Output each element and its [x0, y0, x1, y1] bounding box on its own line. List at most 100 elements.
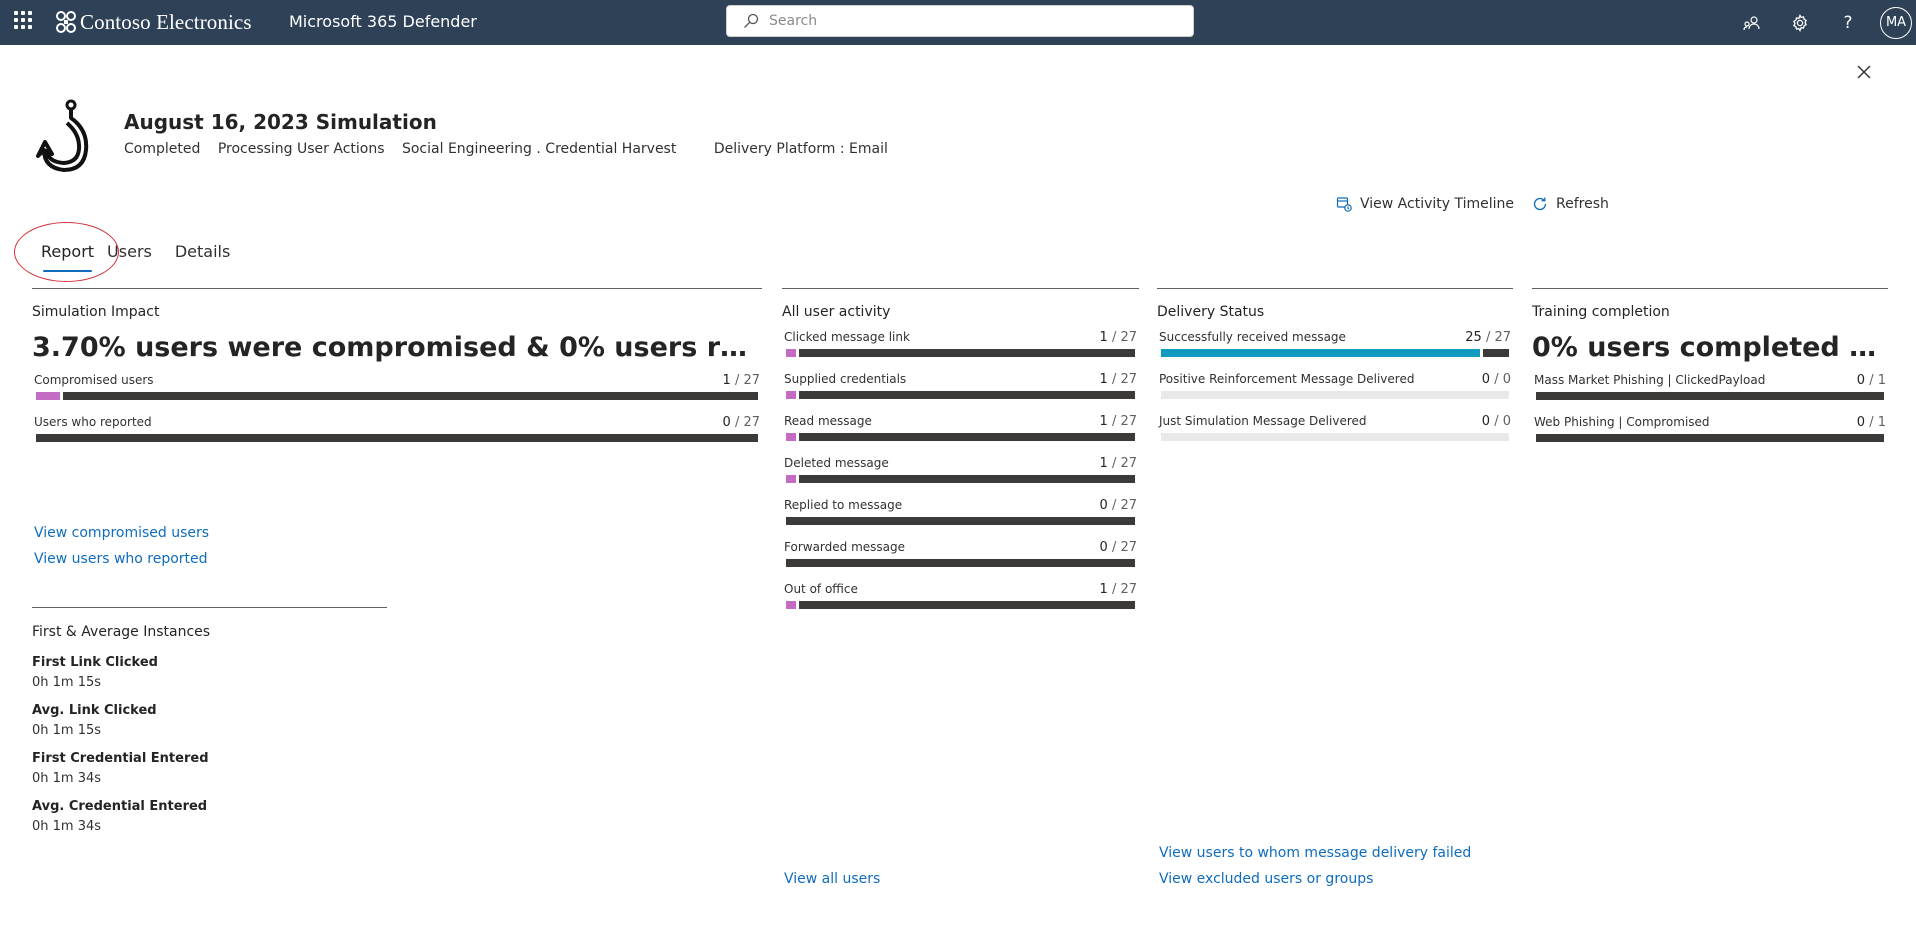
- instance-item: Avg. Link Clicked 0h 1m 15s: [32, 703, 387, 738]
- help-icon[interactable]: ?: [1843, 12, 1853, 33]
- instance-label: First Link Clicked: [32, 655, 158, 670]
- training-headline: 0% users completed training: [1532, 332, 1888, 363]
- metric-value: 0 / 27: [1099, 498, 1137, 513]
- metric-value: 1 / 27: [722, 373, 760, 388]
- metric-value: 1 / 27: [1099, 372, 1137, 387]
- impact-headline: 3.70% users were compromised & 0% users …: [32, 332, 762, 363]
- metric-label: Read message: [784, 414, 872, 428]
- progress-bar: [786, 433, 1135, 441]
- metric-value: 0 / 0: [1481, 372, 1511, 387]
- progress-fill: [786, 475, 799, 483]
- tab-users[interactable]: Users: [107, 242, 152, 261]
- metric-value: 1 / 27: [1099, 582, 1137, 597]
- settings-icon[interactable]: [1776, 0, 1824, 45]
- refresh-button[interactable]: Refresh: [1532, 196, 1609, 212]
- view-excluded-users-link[interactable]: View excluded users or groups: [1159, 871, 1374, 887]
- metric-row: Just Simulation Message Delivered 0 / 0: [1157, 408, 1513, 450]
- progress-bar: [1161, 433, 1509, 441]
- avatar[interactable]: MA: [1880, 6, 1912, 39]
- search-box[interactable]: [726, 5, 1194, 37]
- progress-fill: [786, 349, 799, 357]
- metric-row: Out of office 1 / 27: [782, 576, 1139, 618]
- metric-label: Supplied credentials: [784, 372, 907, 386]
- timeline-icon: [1336, 197, 1352, 212]
- progress-bar: [786, 517, 1135, 525]
- technique-text: Social Engineering . Credential Harvest: [401, 141, 677, 157]
- view-activity-timeline-button[interactable]: View Activity Timeline: [1336, 196, 1514, 212]
- metric-value: 1 / 27: [1099, 330, 1137, 345]
- brand[interactable]: Contoso Electronics: [54, 9, 252, 35]
- metric-label: Users who reported: [34, 415, 152, 429]
- page-title: August 16, 2023 Simulation: [124, 110, 437, 134]
- metric-label: Forwarded message: [784, 540, 906, 554]
- metric-label: Compromised users: [34, 373, 154, 387]
- panel-title: Simulation Impact: [32, 304, 160, 320]
- instance-label: First Credential Entered: [32, 751, 209, 766]
- view-delivery-failed-users-link[interactable]: View users to whom message delivery fail…: [1159, 845, 1472, 861]
- metric-value: 0 / 1: [1856, 373, 1886, 388]
- view-all-users-link[interactable]: View all users: [784, 871, 881, 887]
- instance-item: First Link Clicked 0h 1m 15s: [32, 655, 387, 690]
- metric-value: 0 / 27: [1099, 540, 1137, 555]
- progress-fill: [1161, 349, 1484, 357]
- view-compromised-users-link[interactable]: View compromised users: [34, 525, 210, 541]
- progress-bar: [1161, 391, 1509, 399]
- metric-row: Forwarded message 0 / 27: [782, 534, 1139, 576]
- metric-label: Deleted message: [784, 456, 889, 470]
- progress-bar: [1536, 392, 1884, 400]
- view-users-who-reported-link[interactable]: View users who reported: [34, 551, 208, 567]
- search-icon: [744, 13, 759, 28]
- metric-label: Web Phishing | Compromised: [1534, 415, 1710, 429]
- progress-fill: [786, 391, 799, 399]
- progress-bar: [36, 392, 758, 400]
- training-completion-panel: Training completion 0% users completed t…: [1532, 288, 1888, 451]
- progress-fill: [786, 601, 799, 609]
- metric-row: Web Phishing | Compromised 0 / 1: [1532, 409, 1888, 451]
- refresh-icon: [1533, 197, 1547, 211]
- instance-value: 0h 1m 34s: [32, 771, 102, 786]
- community-icon[interactable]: [1728, 0, 1776, 45]
- tab-details[interactable]: Details: [174, 242, 231, 261]
- contoso-logo-icon: [56, 11, 76, 33]
- instance-item: First Credential Entered 0h 1m 34s: [32, 751, 387, 786]
- refresh-label: Refresh: [1556, 196, 1609, 212]
- metric-label: Just Simulation Message Delivered: [1159, 414, 1367, 428]
- panel-title: Delivery Status: [1157, 304, 1265, 320]
- phishing-hook-icon: [36, 99, 89, 172]
- metric-row: Successfully received message 25 / 27: [1157, 324, 1513, 366]
- tab-report[interactable]: Report: [28, 242, 107, 272]
- progress-fill: [786, 433, 799, 441]
- close-icon[interactable]: [1852, 60, 1876, 84]
- instances-section: First & Average Instances First Link Cli…: [32, 607, 387, 834]
- metric-row: Deleted message 1 / 27: [782, 450, 1139, 492]
- metric-value: 0 / 1: [1856, 415, 1886, 430]
- metric-label: Positive Reinforcement Message Delivered: [1159, 372, 1415, 386]
- progress-bar: [1161, 349, 1509, 357]
- progress-bar: [36, 434, 758, 442]
- simulation-meta: Completed Processing User Actions Social…: [124, 141, 901, 157]
- instance-value: 0h 1m 15s: [32, 723, 102, 738]
- progress-fill: [36, 392, 63, 400]
- metric-label: Out of office: [784, 582, 858, 596]
- panel-title: Training completion: [1532, 304, 1670, 320]
- tab-list: Report Users Details: [28, 242, 243, 272]
- progress-bar: [786, 475, 1135, 483]
- search-input[interactable]: [769, 13, 1169, 29]
- instances-title: First & Average Instances: [32, 624, 211, 640]
- metric-row: Mass Market Phishing | ClickedPayload 0 /…: [1532, 367, 1888, 409]
- metric-row: Positive Reinforcement Message Delivered…: [1157, 366, 1513, 408]
- delivery-status-panel: Delivery Status Successfully received me…: [1157, 288, 1513, 450]
- instance-value: 0h 1m 15s: [32, 675, 102, 690]
- metric-label: Replied to message: [784, 498, 903, 512]
- simulation-impact-panel: Simulation Impact 3.70% users were compr…: [32, 288, 762, 451]
- progress-bar: [786, 601, 1135, 609]
- instance-value: 0h 1m 34s: [32, 819, 102, 834]
- metric-row: Compromised users 1 / 27: [32, 367, 762, 409]
- metric-row: Supplied credentials 1 / 27: [782, 366, 1139, 408]
- app-launcher-icon[interactable]: [14, 11, 32, 29]
- progress-bar: [786, 391, 1135, 399]
- app-name[interactable]: Microsoft 365 Defender: [289, 12, 477, 31]
- metric-label: Successfully received message: [1159, 330, 1346, 344]
- metric-value: 0 / 0: [1481, 414, 1511, 429]
- metric-value: 25 / 27: [1465, 330, 1511, 345]
